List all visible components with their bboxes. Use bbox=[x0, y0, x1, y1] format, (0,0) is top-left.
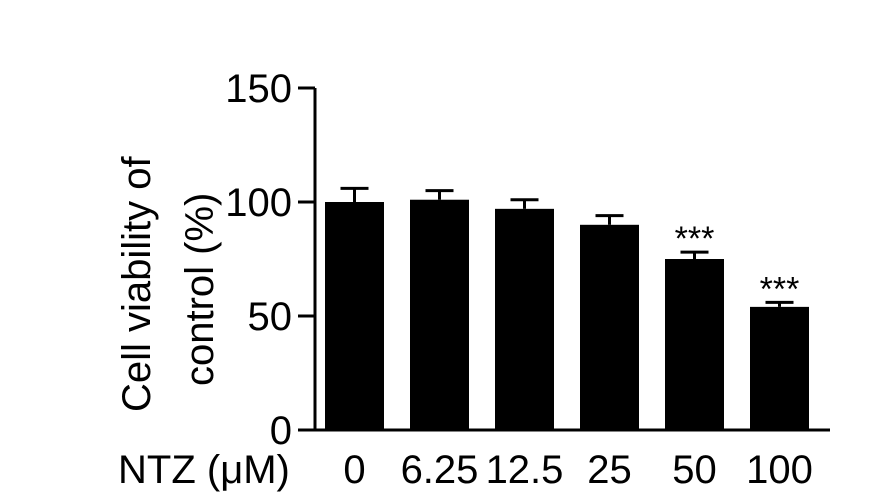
bars-group bbox=[325, 199, 809, 430]
bar bbox=[750, 306, 809, 430]
x-tick-label: 6.25 bbox=[401, 448, 479, 492]
y-axis-title: Cell viability of control (%) bbox=[115, 155, 222, 412]
bar bbox=[495, 208, 554, 430]
y-tick-label: 0 bbox=[270, 409, 292, 453]
x-axis-title: NTZ (μM) bbox=[118, 448, 290, 492]
bar bbox=[665, 259, 724, 430]
x-axis-tick-labels: 0 6.25 12.5 25 50 100 bbox=[343, 448, 813, 492]
y-axis-title-line-2: control (%) bbox=[178, 193, 222, 386]
y-axis-ticks: 0 50 100 150 bbox=[225, 67, 315, 453]
bar bbox=[580, 224, 639, 430]
x-tick-label: 50 bbox=[672, 448, 717, 492]
x-tick-label: 25 bbox=[587, 448, 632, 492]
significance-markers: *** *** bbox=[675, 220, 800, 308]
y-tick-label: 150 bbox=[225, 67, 292, 111]
y-axis-title-line-1: Cell viability of bbox=[115, 155, 159, 412]
bar bbox=[325, 202, 384, 430]
y-tick-label: 50 bbox=[248, 295, 293, 339]
significance-marker: *** bbox=[760, 270, 800, 308]
significance-marker: *** bbox=[675, 220, 715, 258]
error-bars-group bbox=[340, 186, 794, 307]
bar bbox=[410, 199, 469, 430]
x-tick-label: 0 bbox=[343, 448, 365, 492]
x-tick-label: 100 bbox=[746, 448, 813, 492]
y-tick-label: 100 bbox=[225, 181, 292, 225]
x-tick-label: 12.5 bbox=[486, 448, 564, 492]
